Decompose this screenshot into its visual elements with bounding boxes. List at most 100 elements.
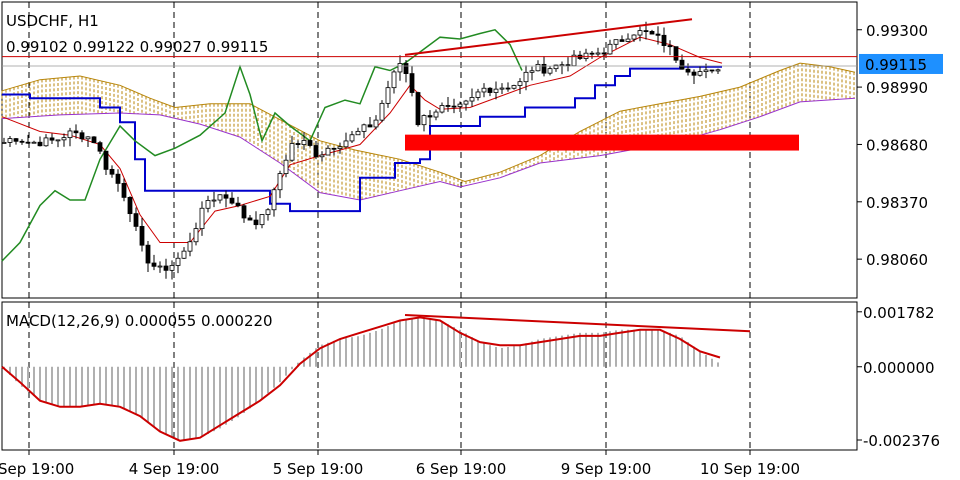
macd-label: MACD(12,26,9) 0.000055 0.000220: [6, 312, 273, 330]
candle-body: [559, 64, 565, 67]
candle-body: [19, 140, 25, 143]
candle-body: [655, 33, 661, 36]
candle-body: [469, 97, 475, 102]
price-panel-frame: [1, 1, 858, 299]
candle-body: [709, 69, 715, 72]
candle-body: [613, 39, 619, 45]
senkou-span-b-line: [1, 97, 856, 201]
candle-body: [337, 146, 343, 150]
candle-body: [373, 119, 379, 128]
candle-body: [85, 136, 91, 140]
candle-body: [217, 194, 223, 201]
support-zone-rect: [405, 134, 799, 151]
candle-body: [493, 88, 499, 93]
candle-body: [661, 34, 667, 46]
candle-body: [511, 85, 517, 89]
candle-body: [583, 52, 589, 59]
time-axis-label: 9 Sep 19:00: [561, 460, 652, 478]
senkou-span-a-line: [1, 62, 856, 183]
candle-body: [691, 71, 697, 76]
candle-body: [355, 130, 361, 136]
candle-body: [331, 147, 337, 150]
candle-body: [13, 138, 19, 142]
candle-body: [31, 141, 37, 144]
candle-body: [1, 142, 7, 144]
candle-body: [625, 38, 631, 42]
current-price-badge: [859, 53, 943, 74]
price-divergence-trendline: [404, 18, 693, 56]
candle-body: [697, 71, 703, 76]
candle-body: [415, 92, 421, 126]
candle-body: [409, 73, 415, 93]
time-axis-label: 5 Sep 19:00: [273, 460, 364, 478]
candle-body: [61, 137, 67, 141]
candle-body: [643, 30, 649, 33]
candle-body: [607, 43, 613, 55]
candle-body: [67, 130, 73, 139]
candle-body: [241, 205, 247, 219]
candle-body: [49, 137, 55, 141]
macd-panel-frame: [1, 301, 858, 451]
candle-body: [547, 68, 553, 74]
candle-body: [97, 142, 103, 152]
candle-body: [367, 124, 373, 128]
current-price-label: 0.99115: [865, 56, 927, 74]
candle-body: [127, 196, 133, 215]
kijun-sen-line: [2, 65, 722, 213]
candle-body: [535, 63, 541, 72]
candle-body: [679, 59, 685, 70]
candle-body: [91, 136, 97, 144]
candle-body: [445, 105, 451, 107]
background-layer: [1, 1, 858, 451]
candle-body: [211, 199, 217, 202]
candle-body: [187, 241, 193, 252]
candle-body: [163, 265, 169, 271]
candle-body: [439, 105, 445, 113]
price-axis-label: 0.98370: [866, 194, 928, 212]
candle-body: [715, 69, 721, 72]
candle-body: [289, 143, 295, 161]
candle-body: [169, 265, 175, 271]
candle-body: [229, 197, 235, 204]
candle-body: [319, 154, 325, 158]
candle-body: [457, 103, 463, 107]
candle-body: [703, 69, 709, 72]
candle-body: [313, 145, 319, 158]
candle-body: [397, 63, 403, 73]
candle-body: [79, 132, 85, 140]
candle-body: [361, 124, 367, 132]
candle-body: [181, 250, 187, 259]
candle-body: [301, 140, 307, 145]
candle-body: [481, 87, 487, 93]
ichimoku-cloud: [1, 63, 855, 200]
candle-body: [517, 81, 523, 86]
candle-body: [253, 219, 259, 226]
candle-body: [649, 30, 655, 35]
macd-panel: [1, 313, 751, 442]
candle-body: [403, 63, 409, 75]
candle-body: [247, 217, 253, 221]
candle-body: [139, 226, 145, 246]
candle-body: [427, 115, 433, 118]
candle-body: [109, 168, 115, 175]
candle-body: [529, 70, 535, 73]
indicator-lines: [1, 28, 856, 262]
candle-body: [619, 39, 625, 42]
candle-body: [475, 91, 481, 98]
candle-body: [283, 159, 289, 174]
candle-body: [673, 46, 679, 61]
macd-divergence-trendline: [404, 313, 751, 333]
candle-body: [235, 202, 241, 207]
candle-body: [271, 189, 277, 211]
candle-body: [637, 30, 643, 36]
candle-body: [133, 213, 139, 227]
candle-body: [463, 100, 469, 105]
candle-body: [7, 138, 13, 143]
candle-body: [25, 141, 31, 144]
candle-body: [589, 52, 595, 55]
candle-body: [385, 87, 391, 104]
candles: [1, 21, 721, 280]
candle-body: [205, 200, 211, 209]
candle-body: [325, 147, 331, 156]
